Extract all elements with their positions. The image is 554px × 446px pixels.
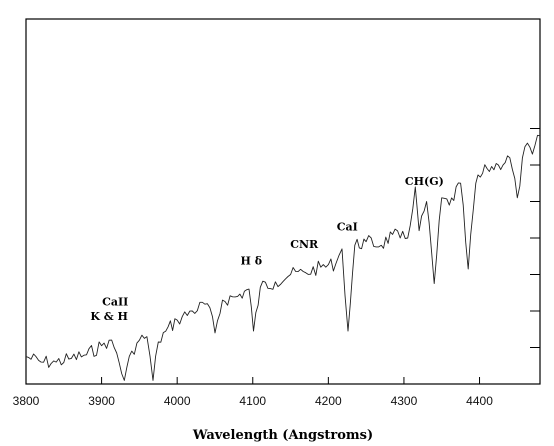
x-tick-label: 4100 [239,394,266,408]
spectral-line-label: H δ [240,255,262,268]
x-tick-label: 3900 [88,394,115,408]
x-tick-label: 3800 [13,394,40,408]
x-tick-label: 4000 [164,394,191,408]
spectral-line-label: CH(G) [405,175,444,188]
spectrum-line [25,134,541,381]
spectral-line-label: CaII [102,296,128,309]
spectral-line-label: K & H [90,310,128,323]
spectral-line-label: CNR [290,238,319,251]
y-ticks [530,128,540,348]
x-tick-label: 4200 [315,394,342,408]
x-axis-title: Wavelength (Angstroms) [192,428,373,443]
spectral-line-label: CaI [337,221,358,234]
x-ticks: 3800 3900 4000 4100 4200 4300 4400 [13,377,493,408]
x-tick-label: 4300 [391,394,418,408]
x-tick-label: 4400 [466,394,493,408]
